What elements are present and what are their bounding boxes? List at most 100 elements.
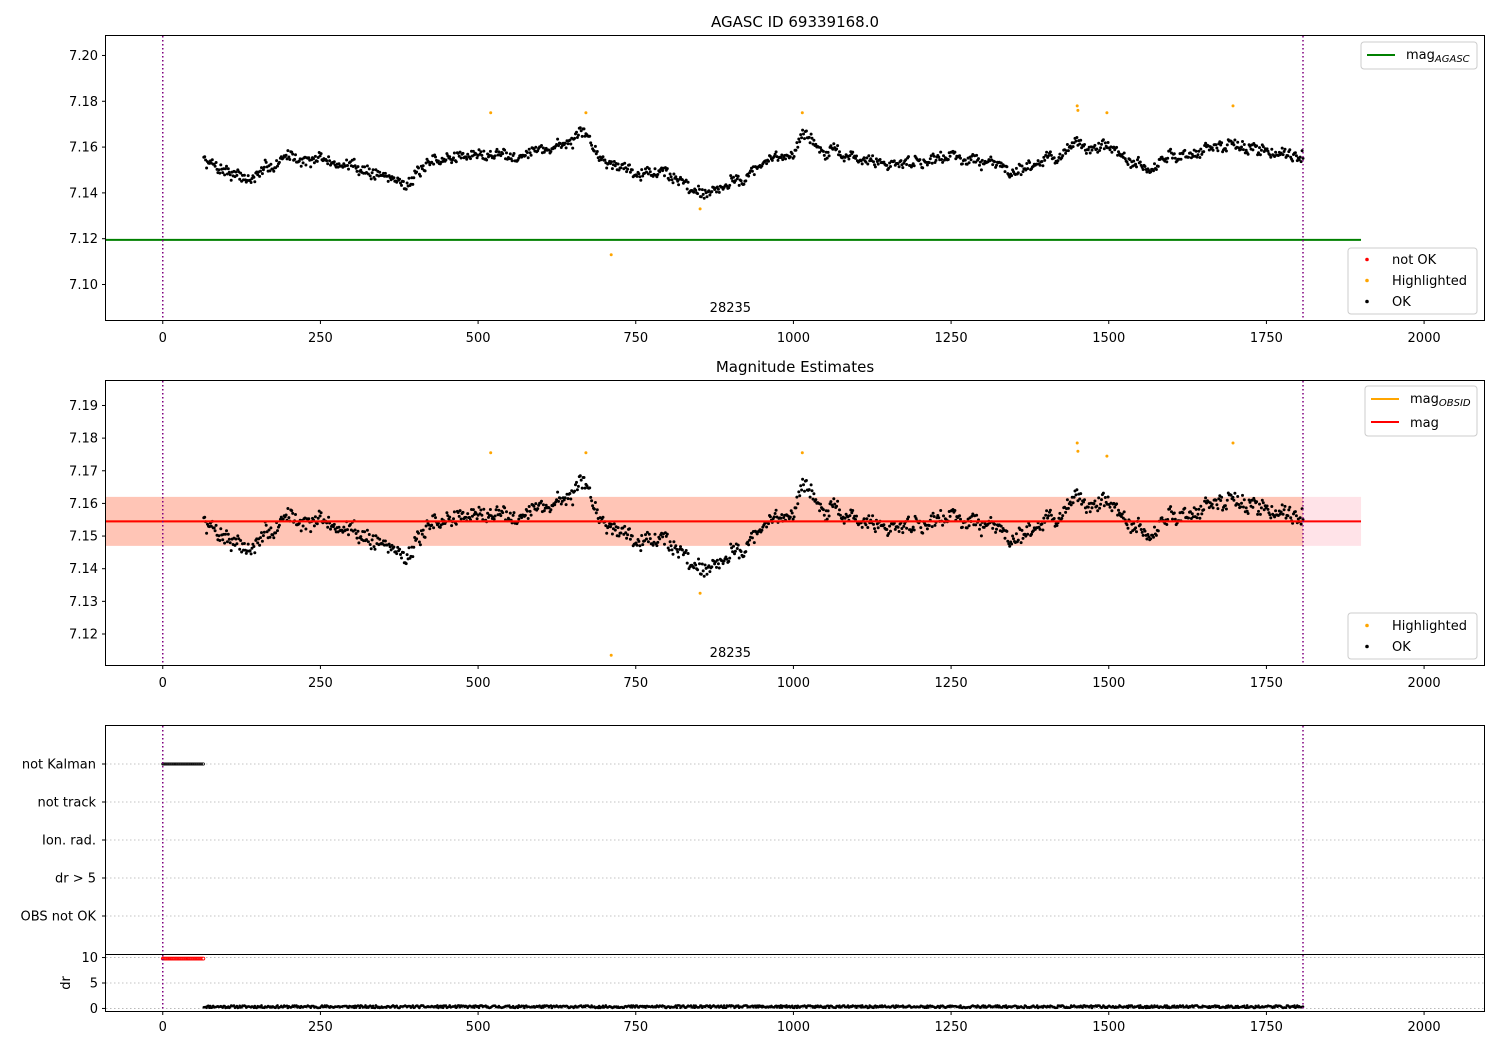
point-ok-494 (669, 544, 673, 548)
svg-text:magOBSID: magOBSID (1410, 392, 1471, 409)
point-ok-279 (466, 152, 470, 156)
point-ok-303 (488, 149, 492, 153)
agasc-panel: AGASC ID 69339168.0 28235 0 250 500 750 1000… (69, 13, 1485, 346)
flag-label-3: dr > 5 (55, 872, 96, 887)
point-ok-520 (694, 188, 698, 192)
point-ok-631 (799, 484, 803, 488)
point-ok-462 (639, 178, 643, 182)
point-ok-510 (684, 178, 688, 182)
point-highlighted-1 (584, 451, 588, 455)
point-ok-1076 (1220, 141, 1224, 145)
point-ok-493 (668, 540, 672, 544)
point-ok-919 (1071, 501, 1075, 505)
point-ok-59 (258, 543, 262, 547)
point-ok-78 (276, 164, 279, 168)
point-ok-45 (244, 551, 248, 555)
obsid-label: 28235 (710, 301, 751, 316)
point-ok-709 (873, 527, 876, 531)
point-ok-11 (212, 526, 216, 530)
point-ok-1026 (1172, 511, 1176, 515)
point-ok-9 (210, 158, 214, 162)
point-ok-312 (497, 508, 501, 512)
point-ok-163 (356, 165, 360, 169)
legend-highlighted-2: Highlighted (1392, 619, 1467, 634)
point-ok-734 (896, 525, 900, 529)
point-highlighted-3 (698, 591, 702, 595)
point-ok-394 (575, 130, 578, 134)
point-ok-47 (246, 174, 250, 178)
point-ok-696 (860, 525, 864, 529)
point-ok-933 (1084, 151, 1088, 155)
point-ok-988 (1136, 155, 1140, 159)
point-ok-1154 (1293, 151, 1297, 155)
point-ok-627 (795, 495, 799, 499)
point-ok-1009 (1156, 164, 1160, 168)
point-ok-398 (578, 126, 582, 130)
point-highlighted-6 (1076, 108, 1080, 112)
dr-point-181 (373, 1006, 377, 1010)
point-ok-958 (1108, 148, 1112, 152)
point-ok-871 (1026, 167, 1030, 171)
point-ok-1160 (1299, 522, 1303, 526)
point-ok-221 (411, 555, 415, 559)
point-ok-235 (424, 524, 428, 528)
point-ok-626 (794, 506, 798, 510)
point-ok-933 (1084, 511, 1088, 514)
y-tick-label-0-0: 7.10 (69, 278, 98, 293)
point-ok-520 (694, 563, 698, 567)
point-ok-281 (468, 516, 472, 519)
point-ok-179 (371, 534, 375, 538)
point-ok-1109 (1251, 505, 1255, 509)
point-ok-466 (643, 539, 647, 543)
point-ok-1058 (1203, 499, 1207, 503)
y-tick-label-3-2: 10 (81, 951, 98, 966)
point-ok-908 (1061, 514, 1065, 518)
point-ok-227 (417, 531, 420, 535)
point-ok-543 (715, 558, 719, 562)
point-ok-434 (612, 160, 616, 163)
point-ok-974 (1123, 157, 1127, 161)
point-ok-603 (772, 515, 776, 519)
point-ok-837 (994, 530, 998, 534)
point-ok-779 (939, 509, 943, 512)
point-ok-535 (708, 570, 712, 574)
dr-point-535 (708, 1004, 712, 1007)
point-ok-343 (526, 156, 530, 160)
point-ok-411 (591, 504, 595, 508)
point-ok-1162 (1301, 518, 1305, 521)
x-tick-label-3-8: 2000 (1408, 1020, 1441, 1035)
point-ok-387 (568, 492, 572, 495)
point-ok-65 (263, 158, 267, 162)
point-ok-719 (882, 160, 886, 164)
point-ok-390 (571, 146, 575, 150)
point-ok-1120 (1261, 501, 1265, 505)
y-tick-label-0-2: 7.14 (69, 186, 98, 201)
point-ok-624 (792, 515, 796, 519)
point-ok-820 (978, 163, 981, 167)
dr-point-800 (959, 1004, 962, 1007)
point-ok-134 (329, 527, 332, 531)
point-ok-896 (1049, 513, 1053, 517)
x-tick-label-3-0: 0 (159, 1020, 167, 1035)
svg-text:magAGASC: magAGASC (1406, 48, 1470, 65)
point-ok-605 (774, 508, 778, 512)
point-ok-751 (912, 164, 916, 168)
point-ok-562 (733, 179, 737, 183)
point-ok-38 (238, 177, 242, 181)
point-ok-1117 (1258, 153, 1262, 157)
point-ok-743 (905, 526, 909, 530)
point-ok-939 (1090, 506, 1094, 510)
point-ok-453 (630, 168, 634, 172)
point-ok-686 (851, 509, 855, 512)
point-ok-1051 (1196, 153, 1200, 157)
point-ok-351 (534, 502, 538, 506)
point-ok-1051 (1196, 512, 1200, 516)
point-ok-303 (488, 508, 492, 511)
point-ok-53 (252, 545, 256, 548)
point-ok-40 (240, 550, 244, 554)
point-ok-745 (907, 515, 910, 519)
point-ok-923 (1075, 488, 1079, 492)
point-ok-510 (684, 549, 688, 552)
point-ok-979 (1128, 158, 1132, 162)
x-tick-label-0-2: 500 (466, 331, 491, 346)
